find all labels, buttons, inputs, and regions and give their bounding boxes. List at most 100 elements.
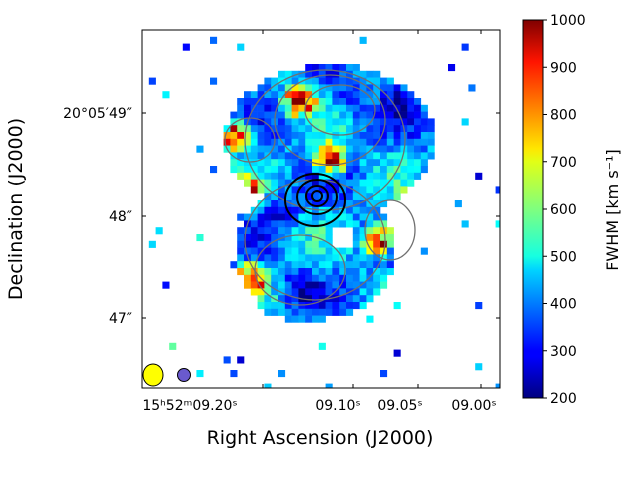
map-pixel: [305, 139, 312, 146]
map-pixel: [271, 275, 278, 282]
map-pixel: [373, 288, 380, 295]
map-pixel: [285, 316, 292, 323]
map-pixel: [285, 118, 292, 125]
map-pixel: [353, 98, 360, 105]
map-pixel: [278, 146, 285, 153]
map-pixel: [339, 146, 346, 153]
map-pixel: [244, 91, 251, 98]
map-pixel: [237, 146, 244, 153]
map-pixel: [380, 193, 387, 200]
map-pixel: [400, 132, 407, 139]
map-pixel: [366, 173, 373, 180]
map-pixel: [353, 302, 360, 309]
map-pixel: [496, 186, 503, 193]
map-pixel: [360, 118, 367, 125]
map-pixel: [346, 152, 353, 159]
map-pixel: [251, 91, 258, 98]
map-pixel: [319, 241, 326, 248]
map-pixel: [285, 152, 292, 159]
map-pixel: [196, 370, 203, 377]
map-pixel: [360, 98, 367, 105]
map-pixel: [292, 98, 299, 105]
colorbar: 2003004005006007008009001000 FWHM [km s⁻…: [523, 13, 622, 407]
map-pixel: [305, 254, 312, 261]
map-pixel: [278, 254, 285, 261]
map-pixel: [319, 254, 326, 261]
map-pixel: [326, 105, 333, 112]
map-pixel: [346, 268, 353, 275]
map-pixel: [319, 166, 326, 173]
map-pixel: [360, 295, 367, 302]
map-pixel: [339, 98, 346, 105]
map-pixel: [312, 248, 319, 255]
map-pixel: [237, 139, 244, 146]
map-pixel: [264, 261, 271, 268]
map-pixel: [332, 152, 339, 159]
map-pixel: [258, 227, 265, 234]
map-pixel: [332, 98, 339, 105]
map-pixel: [312, 118, 319, 125]
map-pixel: [366, 227, 373, 234]
map-pixel: [285, 275, 292, 282]
map-pixel: [305, 125, 312, 132]
x-axis-label: Right Ascension (J2000): [207, 427, 434, 449]
map-pixel: [326, 71, 333, 78]
map-pixel: [251, 152, 258, 159]
y-tick-label: 48″: [109, 209, 132, 225]
map-pixel: [407, 166, 414, 173]
map-pixel: [353, 64, 360, 71]
map-pixel: [414, 112, 421, 119]
map-pixel: [258, 132, 265, 139]
map-pixel: [421, 146, 428, 153]
map-pixel: [387, 132, 394, 139]
map-pixel: [407, 152, 414, 159]
map-pixel: [326, 275, 333, 282]
map-pixel: [332, 275, 339, 282]
map-pixel: [373, 193, 380, 200]
map-pixel: [237, 166, 244, 173]
map-pixel: [332, 254, 339, 261]
map-pixel: [353, 268, 360, 275]
map-pixel: [373, 125, 380, 132]
map-pixel: [339, 152, 346, 159]
map-pixel: [285, 248, 292, 255]
map-pixel: [305, 132, 312, 139]
map-pixel: [414, 105, 421, 112]
map-pixel: [380, 275, 387, 282]
map-pixel: [400, 180, 407, 187]
map-pixel: [292, 125, 299, 132]
map-pixel: [258, 234, 265, 241]
map-pixel: [496, 220, 503, 227]
map-pixel: [292, 159, 299, 166]
map-pixel: [380, 234, 387, 241]
map-pixel: [298, 254, 305, 261]
map-pixel: [237, 268, 244, 275]
map-pixel: [353, 105, 360, 112]
map-pixel: [258, 105, 265, 112]
map-pixel: [373, 159, 380, 166]
map-pixel: [285, 309, 292, 316]
map-pixel: [230, 139, 237, 146]
map-pixel: [292, 91, 299, 98]
map-pixel: [332, 71, 339, 78]
map-pixel: [332, 309, 339, 316]
map-pixel: [298, 98, 305, 105]
map-pixel: [264, 146, 271, 153]
map-pixel: [258, 288, 265, 295]
map-pixel: [210, 78, 217, 85]
map-pixel: [360, 207, 367, 214]
map-pixel: [271, 254, 278, 261]
map-pixel: [237, 152, 244, 159]
map-pixel: [360, 37, 367, 44]
map-pixel: [298, 139, 305, 146]
map-pixel: [366, 159, 373, 166]
map-pixel: [387, 118, 394, 125]
map-pixel: [373, 78, 380, 85]
map-pixel: [237, 234, 244, 241]
map-pixel: [258, 268, 265, 275]
map-pixel: [298, 214, 305, 221]
map-pixel: [366, 186, 373, 193]
map-pixel: [278, 173, 285, 180]
map-pixel: [326, 146, 333, 153]
map-pixel: [407, 180, 414, 187]
